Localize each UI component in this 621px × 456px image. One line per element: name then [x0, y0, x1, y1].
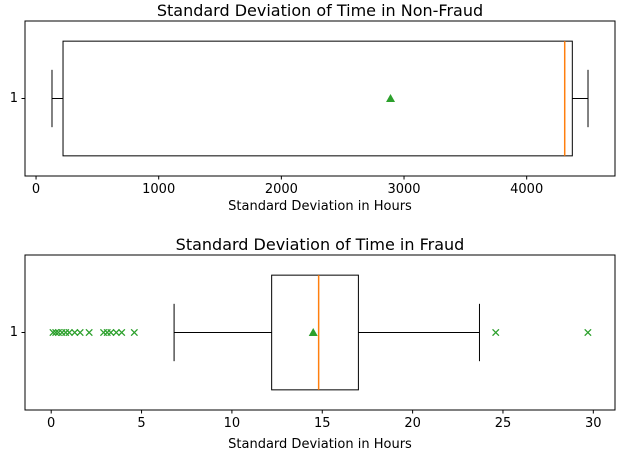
flier-x-marker: [492, 328, 500, 337]
flier-x-marker: [65, 328, 73, 337]
y-tick-label: 1: [10, 91, 18, 106]
flier-x-marker: [107, 328, 115, 337]
x-axis-label-fraud: Standard Deviation in Hours: [228, 437, 412, 452]
x-tick-label: 5: [137, 416, 145, 431]
flier-x-marker: [52, 328, 60, 337]
x-axis-label-nonfraud: Standard Deviation in Hours: [228, 199, 412, 214]
x-tick-label: 25: [495, 416, 512, 431]
x-tick-label: 2000: [265, 182, 298, 197]
chart-title-nonfraud: Standard Deviation of Time in Non-Fraud: [157, 1, 483, 20]
flier-x-marker: [112, 328, 120, 337]
chart-title-fraud: Standard Deviation of Time in Fraud: [176, 235, 465, 254]
x-tick-label: 20: [404, 416, 421, 431]
mean-triangle-marker: [386, 94, 396, 102]
x-tick-label: 4000: [510, 182, 543, 197]
plot-content-nonfraud: 0 1000 2000 3000 4000 1: [10, 20, 616, 197]
flier-x-marker: [76, 328, 84, 337]
subplot-fraud: Standard Deviation of Time in Fraud 0 5 10…: [0, 228, 621, 456]
y-tick-label: 1: [10, 325, 18, 340]
flier-x-marker: [584, 328, 592, 337]
x-tick-label: 30: [585, 416, 602, 431]
x-tick-label: 1000: [142, 182, 175, 197]
flier-x-marker: [85, 328, 93, 337]
x-tick-label: 3000: [387, 182, 420, 197]
iqr-box: [62, 40, 573, 157]
boxplot-fraud-chart: Standard Deviation of Time in Fraud 0 5 10…: [10, 235, 616, 452]
flier-x-marker: [49, 328, 57, 337]
flier-x-marker: [118, 328, 126, 337]
flier-x-marker: [130, 328, 138, 337]
x-tick-label: 0: [47, 416, 55, 431]
x-tick-label: 0: [32, 182, 40, 197]
plot-content-fraud: 0 5 10 15 20 25 30 1: [10, 254, 616, 431]
subplot-nonfraud: Standard Deviation of Time in Non-Fraud …: [10, 1, 616, 214]
flier-x-marker: [71, 328, 79, 337]
x-tick-label: 10: [224, 416, 241, 431]
mean-triangle-marker: [308, 328, 318, 336]
x-tick-label: 15: [314, 416, 331, 431]
boxplot-nonfraud-chart: Standard Deviation of Time in Non-Fraud …: [10, 1, 616, 214]
